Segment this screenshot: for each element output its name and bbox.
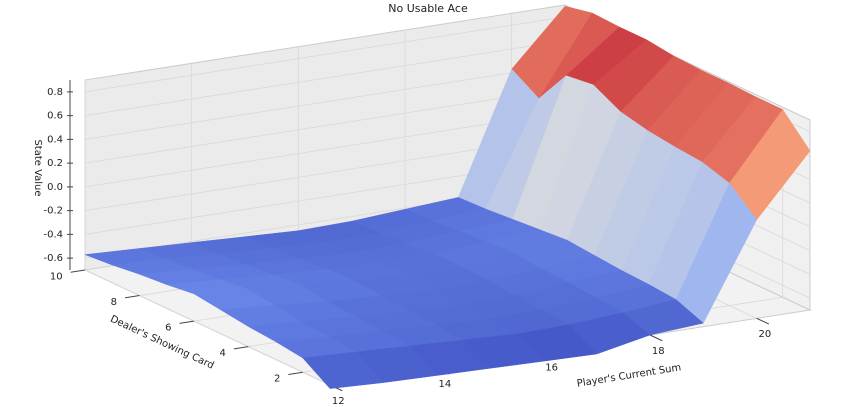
grid-line	[84, 63, 566, 140]
grid-line	[84, 40, 566, 117]
x-tick-label: 20	[759, 329, 772, 340]
grid-line	[84, 111, 566, 188]
z-tick-label: 0.8	[47, 87, 63, 98]
z-tick-label: 0.4	[47, 134, 63, 145]
x-tick-label: 12	[332, 396, 345, 407]
tick-mark	[233, 346, 249, 350]
x-axis-label: Player's Current Sum	[576, 362, 682, 389]
chart-title: No Usable Ace	[388, 2, 468, 15]
z-tick-label: 0.0	[47, 182, 63, 193]
z-tick-label: -0.6	[43, 253, 63, 264]
tick-mark	[756, 317, 770, 325]
tick-mark	[124, 295, 140, 299]
grid-line	[84, 16, 566, 93]
tick-mark	[649, 334, 663, 342]
y-tick-label: 8	[111, 297, 117, 308]
surface-cell	[302, 351, 384, 389]
grid-line	[84, 269, 331, 386]
y-tick-label: 6	[165, 322, 171, 333]
z-axis-label: State Value	[32, 139, 43, 196]
x-tick-label: 18	[652, 346, 665, 357]
x-tick-label: 14	[439, 379, 452, 390]
y-tick-label: 10	[50, 271, 63, 282]
tick-mark	[288, 371, 303, 375]
tick-mark	[70, 269, 86, 273]
grid-line	[84, 87, 566, 164]
y-tick-label: 4	[220, 348, 226, 359]
z-tick-label: -0.2	[43, 206, 63, 217]
z-tick-label: 0.6	[47, 111, 63, 122]
y-tick-label: 2	[274, 373, 280, 384]
z-tick-label: -0.4	[43, 229, 63, 240]
x-tick-label: 16	[545, 362, 558, 373]
tick-mark	[179, 320, 194, 324]
z-tick-label: 0.2	[47, 158, 63, 169]
